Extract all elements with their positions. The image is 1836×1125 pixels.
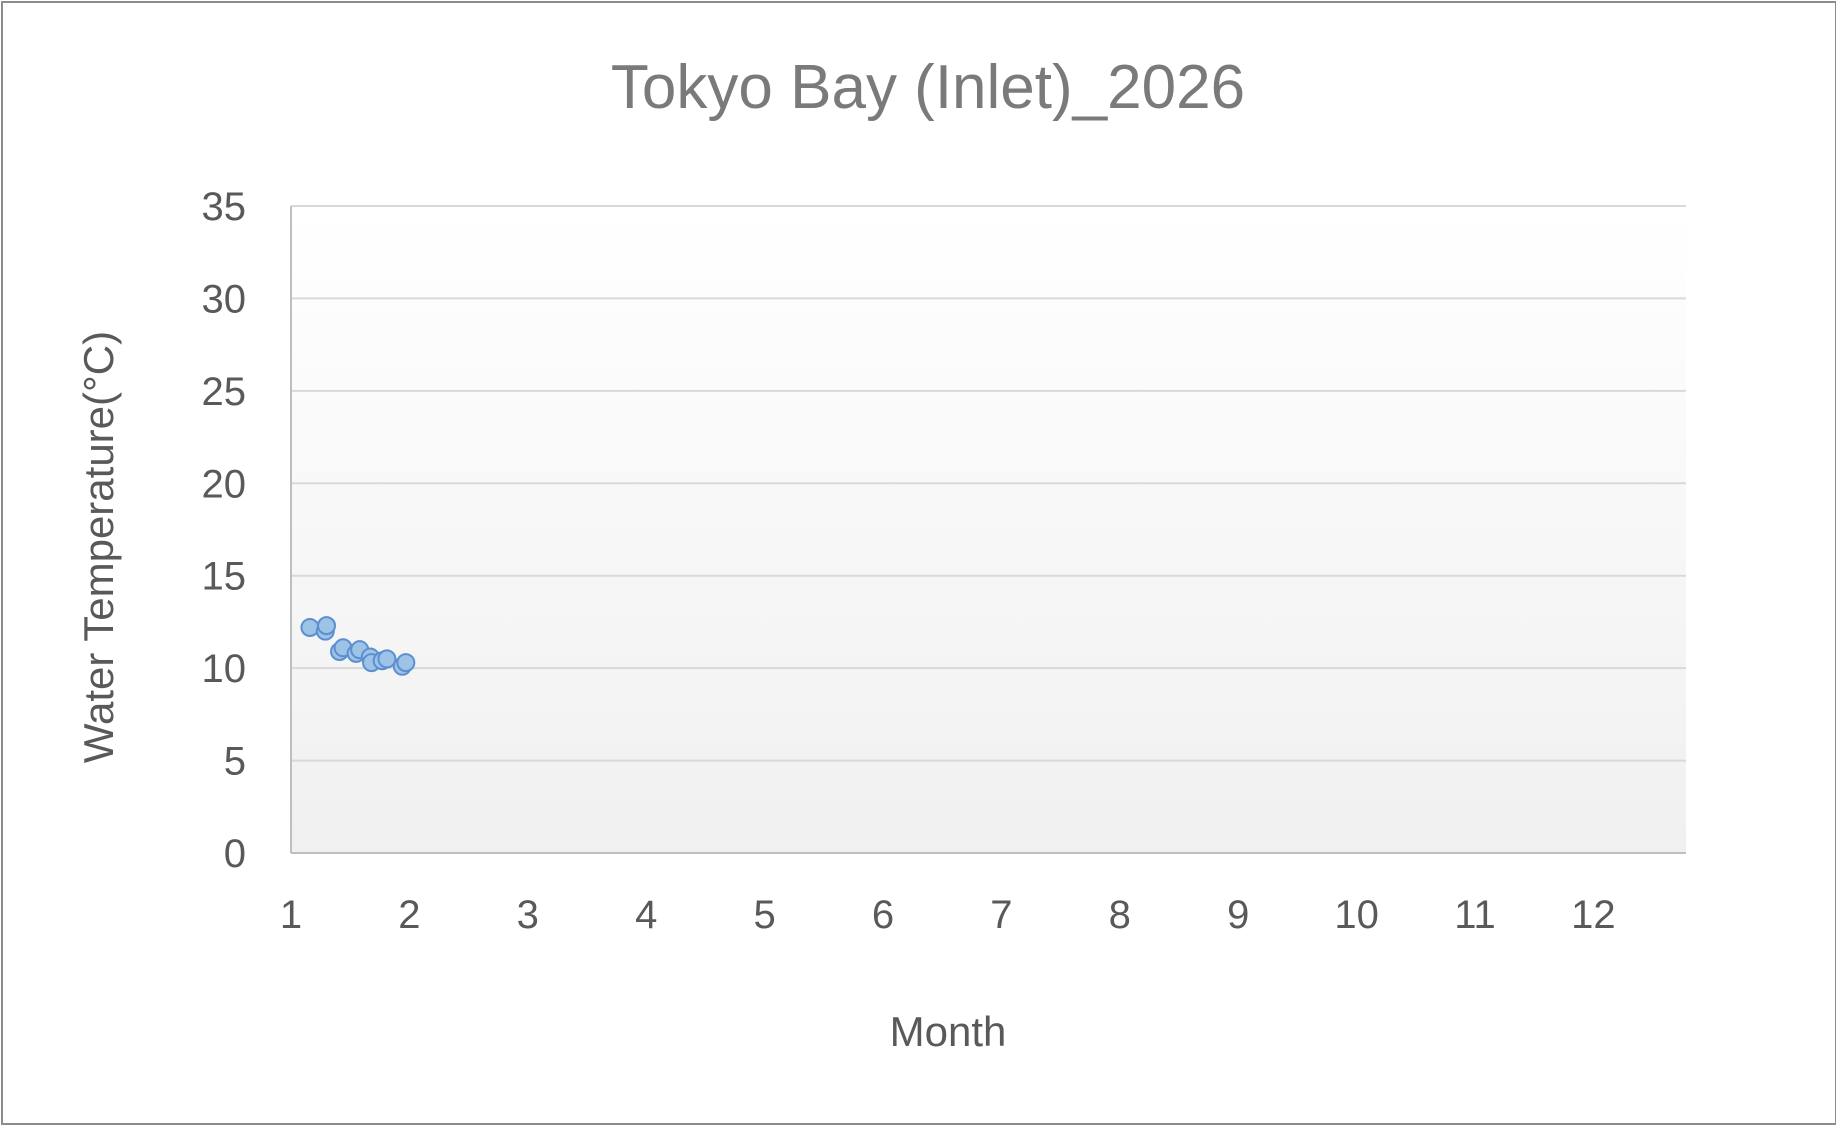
x-tick-label: 3 — [517, 893, 539, 937]
x-tick-label: 10 — [1334, 893, 1379, 937]
data-point — [377, 649, 397, 669]
y-tick-label: 15 — [202, 555, 247, 599]
plot-area — [291, 206, 1686, 853]
chart-title: Tokyo Bay (Inlet)_2026 — [611, 53, 1245, 122]
y-tick-labels: 0 5 10 15 20 25 30 35 — [202, 185, 247, 876]
y-tick-label: 5 — [224, 740, 246, 784]
y-tick-label: 25 — [202, 370, 247, 414]
x-tick-label: 4 — [635, 893, 657, 937]
data-point — [317, 616, 337, 636]
x-tick-label: 1 — [280, 893, 302, 937]
axes — [290, 206, 1686, 854]
gridlines — [291, 205, 1686, 762]
y-tick-label: 30 — [202, 277, 247, 321]
y-axis-title: Water Temperature(°C) — [75, 331, 122, 763]
x-tick-label: 11 — [1454, 893, 1496, 937]
y-tick-label: 35 — [202, 185, 247, 229]
x-tick-label: 6 — [872, 893, 894, 937]
x-tick-label: 7 — [990, 893, 1012, 937]
x-tick-label: 2 — [398, 893, 420, 937]
data-points — [300, 616, 416, 676]
data-point — [396, 653, 416, 673]
y-tick-label: 0 — [224, 832, 246, 876]
x-tick-label: 12 — [1571, 893, 1616, 937]
x-axis-title: Month — [890, 1008, 1007, 1055]
x-tick-labels: 1 2 3 4 5 6 7 8 9 10 11 12 — [280, 893, 1616, 937]
data-point — [300, 617, 320, 637]
y-tick-label: 20 — [202, 462, 247, 506]
x-tick-label: 9 — [1227, 893, 1249, 937]
x-tick-label: 5 — [753, 893, 775, 937]
x-tick-label: 8 — [1109, 893, 1131, 937]
y-tick-label: 10 — [202, 647, 247, 691]
